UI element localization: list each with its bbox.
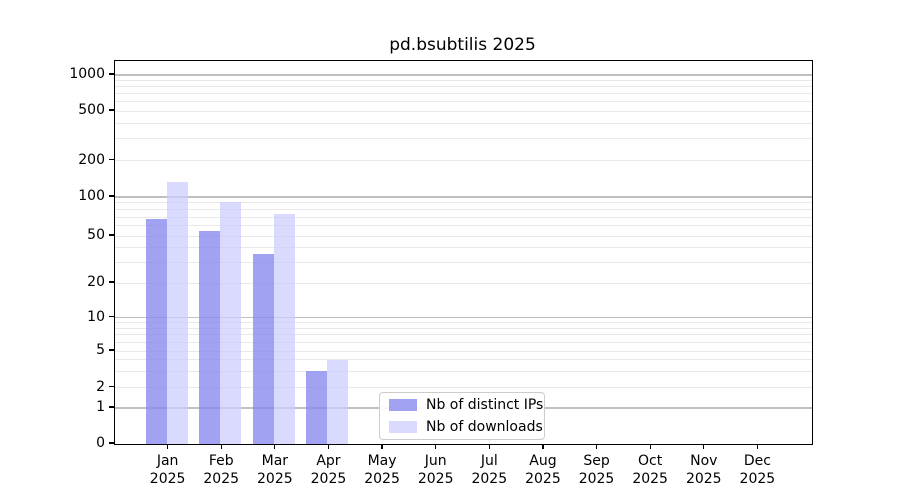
x-tick-mark	[542, 444, 544, 449]
x-tick-mark	[703, 444, 705, 449]
gridline-minor	[115, 370, 812, 372]
y-tick-label: 500	[78, 102, 105, 118]
gridline-minor	[115, 225, 812, 227]
legend-label-distinct-ips: Nb of distinct IPs	[426, 397, 544, 413]
bar-downloads-mar	[273, 213, 295, 444]
y-tick-label: 200	[78, 151, 105, 168]
y-tick-label: 5	[96, 342, 105, 358]
gridline-minor	[115, 138, 812, 140]
x-tick-mark	[649, 444, 651, 449]
gridline-minor	[115, 246, 812, 248]
gridline-minor	[115, 202, 812, 204]
legend-label-downloads: Nb of downloads	[426, 419, 543, 435]
gridline-minor	[115, 93, 812, 95]
x-tick-label-jul: Jul 2025	[471, 453, 508, 487]
x-tick-label-may: May 2025	[364, 453, 400, 487]
bar-downloads-feb	[220, 201, 242, 444]
y-tick-label: 1000	[69, 66, 105, 82]
bar-downloads-apr	[327, 359, 349, 444]
gridline-minor	[115, 359, 812, 361]
bar-distinct-ips-jan	[145, 218, 167, 444]
y-tick-mark	[109, 73, 114, 75]
gridline-minor	[115, 282, 812, 284]
y-tick-mark	[109, 349, 114, 351]
gridline-minor	[115, 235, 812, 237]
chart-title: pd.bsubtilis 2025	[389, 35, 536, 55]
gridline-minor	[115, 350, 812, 352]
x-tick-label-jan: Jan 2025	[149, 453, 186, 487]
bar-distinct-ips-feb	[199, 230, 221, 444]
gridline-minor	[115, 86, 812, 88]
gridline-minor	[115, 334, 812, 336]
y-tick-mark	[109, 234, 114, 236]
y-tick-mark	[109, 158, 114, 161]
x-tick-mark	[488, 444, 490, 449]
x-tick-label-dec: Dec 2025	[739, 453, 776, 487]
x-tick-label-feb: Feb 2025	[203, 453, 240, 487]
legend: Nb of distinct IPs Nb of downloads	[379, 392, 545, 440]
legend-item-downloads: Nb of downloads	[380, 419, 544, 436]
x-tick-mark	[274, 444, 276, 449]
gridline-minor	[115, 160, 812, 161]
x-tick-label-nov: Nov 2025	[685, 453, 722, 487]
gridline-minor	[115, 79, 812, 81]
x-tick-mark	[327, 444, 330, 449]
x-tick-mark	[756, 444, 758, 449]
x-tick-mark	[595, 444, 598, 449]
x-tick-label-sep: Sep 2025	[578, 453, 615, 487]
y-tick-mark	[109, 195, 114, 197]
y-tick-label: 2	[96, 378, 105, 395]
gridline-minor	[115, 261, 812, 263]
legend-swatch-distinct-ips	[389, 399, 417, 411]
y-tick-label: 20	[87, 274, 105, 290]
gridline-major	[115, 316, 812, 319]
gridline-minor	[115, 110, 812, 112]
x-tick-mark	[220, 444, 222, 449]
gridline-minor	[115, 387, 812, 388]
gridline-minor	[115, 216, 812, 218]
y-tick-label: 0	[96, 435, 105, 451]
y-tick-label: 1	[96, 399, 105, 415]
x-tick-label-jun: Jun 2025	[417, 453, 454, 487]
x-tick-label-aug: Aug 2025	[525, 453, 561, 487]
y-tick-mark	[109, 281, 114, 283]
gridline-minor	[115, 209, 812, 211]
y-tick-mark	[109, 109, 114, 111]
y-tick-mark	[109, 406, 114, 408]
y-tick-label: 10	[87, 308, 105, 325]
gridline-minor	[115, 322, 812, 324]
x-tick-mark	[167, 444, 169, 449]
y-tick-mark	[109, 442, 114, 444]
gridline-major	[115, 196, 812, 198]
y-tick-mark	[109, 315, 114, 318]
legend-item-distinct-ips: Nb of distinct IPs	[380, 397, 544, 414]
legend-swatch-downloads	[389, 421, 417, 433]
gridline-minor	[115, 122, 812, 124]
x-tick-label-oct: Oct 2025	[632, 453, 668, 487]
x-tick-mark	[435, 444, 437, 449]
y-tick-label: 50	[87, 227, 105, 243]
bar-distinct-ips-apr	[306, 371, 328, 444]
gridline-minor	[115, 101, 812, 103]
x-tick-mark	[381, 444, 383, 449]
gridline-major	[115, 74, 812, 76]
y-tick-mark	[109, 385, 114, 388]
x-tick-label-mar: Mar 2025	[257, 453, 293, 487]
gridline-minor	[115, 327, 812, 329]
x-tick-label-apr: Apr 2025	[310, 453, 347, 487]
bar-downloads-jan	[166, 181, 188, 444]
bar-distinct-ips-mar	[252, 254, 274, 444]
y-tick-label: 100	[78, 188, 105, 204]
gridline-minor	[115, 341, 812, 343]
plot-area: Nb of distinct IPs Nb of downloads	[114, 60, 813, 445]
